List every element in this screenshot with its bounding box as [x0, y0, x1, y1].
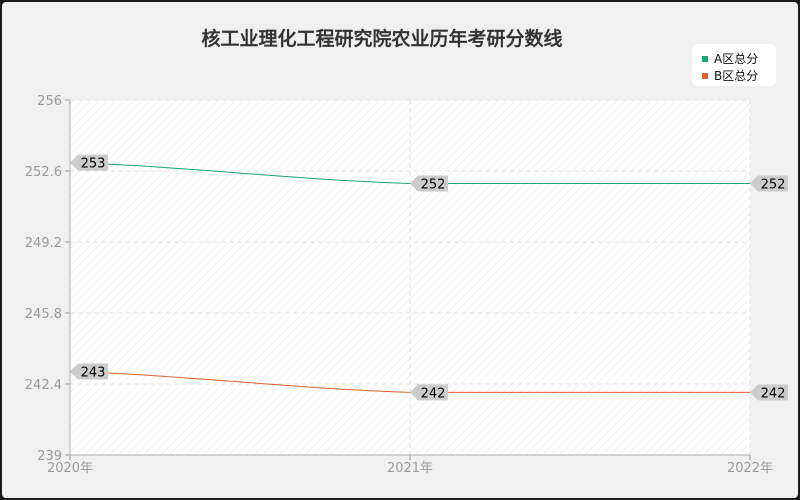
y-tick-label: 256: [37, 94, 62, 109]
legend-swatch-b: [702, 72, 708, 79]
series-line-0: [69, 162, 750, 185]
data-label-box: [70, 154, 108, 171]
y-tick-label: 239: [37, 449, 62, 464]
data-label-box: [410, 175, 448, 192]
data-label-box: [750, 175, 788, 192]
data-label: 242: [421, 386, 446, 401]
legend-label-a: A区总分: [714, 52, 759, 66]
legend-item-b[interactable]: B区总分: [702, 67, 758, 84]
legend-swatch-a: [702, 55, 708, 62]
data-label: 243: [81, 365, 106, 380]
x-tick-label: 2022年: [727, 461, 773, 476]
y-tick-label: 245.8: [25, 307, 62, 322]
data-label: 253: [81, 157, 106, 172]
data-label: 252: [761, 178, 786, 193]
series-line-1: [69, 370, 750, 393]
chart-title: 核工业理化工程研究院农业历年考研分数线: [201, 28, 563, 50]
legend: A区总分 B区总分: [692, 44, 776, 86]
data-label: 252: [421, 178, 446, 193]
y-tick-label: 252.6: [25, 165, 62, 180]
data-label: 242: [761, 386, 786, 401]
x-tick-label: 2021年: [387, 461, 433, 476]
data-label-box: [410, 384, 448, 401]
data-label-box: [70, 363, 108, 380]
legend-label-b: B区总分: [714, 69, 759, 83]
data-label-box: [750, 384, 788, 401]
y-tick-label: 249.2: [25, 236, 62, 251]
x-tick-label: 2020年: [47, 461, 93, 476]
legend-item-a[interactable]: A区总分: [702, 50, 758, 67]
y-tick-label: 242.4: [25, 378, 62, 393]
